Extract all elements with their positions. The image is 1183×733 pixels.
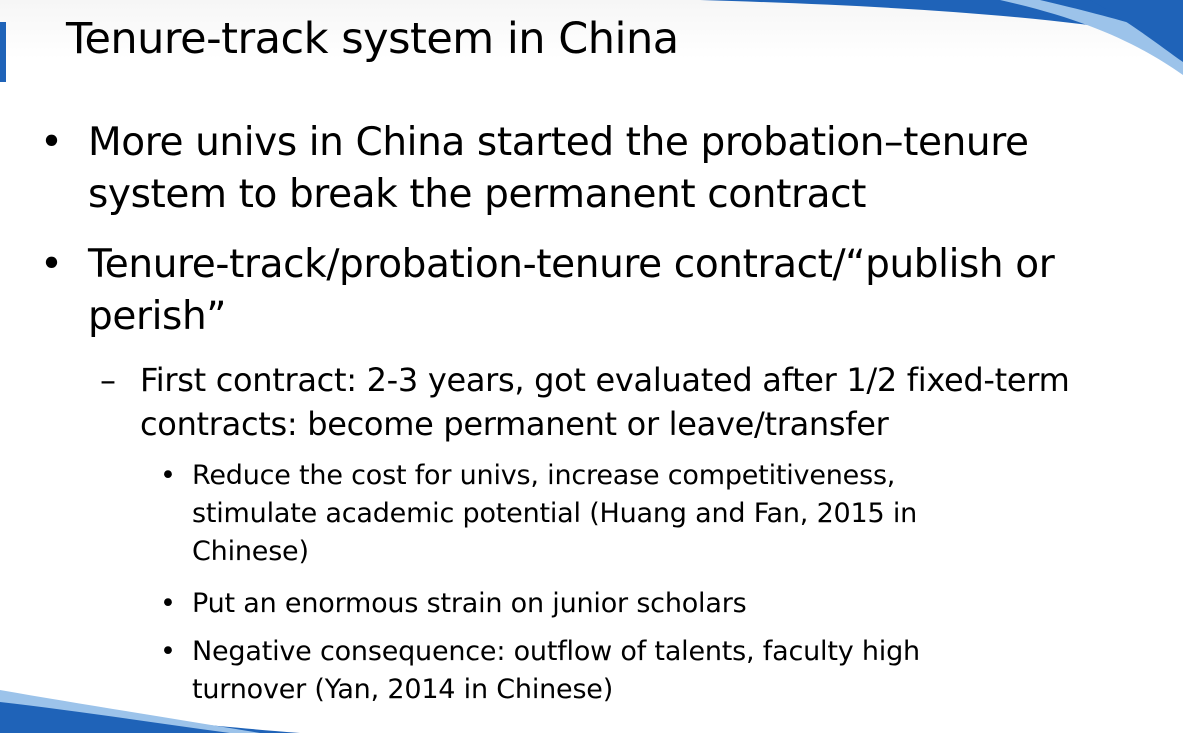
- sub-sub-bullet-text: Reduce the cost for univs, increase comp…: [192, 460, 918, 567]
- sub-sub-bullet-marker: •: [160, 460, 176, 491]
- bottom-swoosh-decoration: [0, 690, 300, 733]
- bullet-text: Tenure-track/probation-tenure contract/“…: [88, 242, 1055, 339]
- top-swoosh-decoration: [700, 0, 1183, 75]
- left-accent-bar: [0, 22, 6, 82]
- sub-sub-bullet-text: Negative consequence: outflow of talents…: [192, 636, 920, 705]
- sub-sub-bullet-marker: •: [160, 588, 176, 619]
- sub-bullet-text: First contract: 2-3 years, got evaluated…: [140, 361, 1070, 443]
- bullet-text: More univs in China started the probatio…: [88, 120, 1029, 217]
- slide-title: Tenure-track system in China: [66, 14, 679, 64]
- sub-bullet-marker: –: [100, 361, 116, 399]
- sub-sub-bullet-text: Put an enormous strain on junior scholar…: [192, 588, 747, 619]
- sub-sub-bullet-marker: •: [160, 636, 176, 667]
- bullet-marker: •: [40, 242, 64, 287]
- bullet-marker: •: [40, 120, 64, 165]
